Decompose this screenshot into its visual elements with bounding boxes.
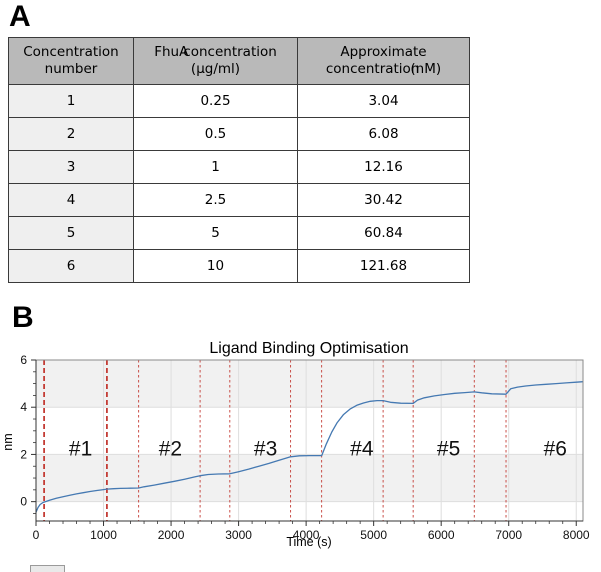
- step-divider-lines: [43, 360, 507, 521]
- x-tick-label: 3000: [225, 528, 252, 542]
- x-tick-label: 6000: [428, 528, 455, 542]
- y-tick-label: 4: [20, 400, 27, 414]
- axis-ticks: [31, 359, 577, 526]
- x-tick-label: 2000: [158, 528, 185, 542]
- section-labels: #1 #2 #3 #4 #5 #6: [69, 438, 567, 461]
- table-row: 5 5 60.84: [8, 216, 470, 250]
- table-cell: 30.42: [297, 183, 470, 217]
- panel-a-label: A: [9, 0, 31, 33]
- shaded-bands: [36, 360, 583, 521]
- y-tick-label: 6: [20, 353, 27, 367]
- table-cell: 1: [133, 150, 298, 184]
- binding-trace: [35, 381, 584, 513]
- section-label: #5: [437, 438, 460, 461]
- table-cell: 60.84: [297, 216, 470, 250]
- table-cell: 2: [8, 117, 134, 151]
- header-fhua-concentration: FhuAconcentration (µg/ml): [133, 37, 298, 85]
- table-row: 3 1 12.16: [8, 150, 470, 184]
- table-cell: 10: [133, 249, 298, 283]
- table-row: 6 10 121.68: [8, 249, 470, 283]
- chart-title: Ligand Binding Optimisation: [209, 340, 408, 357]
- table-cell: 0.25: [133, 84, 298, 118]
- x-axis-label: Time (s): [286, 535, 331, 549]
- header-text: FhuA: [154, 44, 189, 61]
- x-tick-label: 0: [33, 528, 40, 542]
- x-tick-label: 5000: [360, 528, 387, 542]
- x-tick-label: 8000: [563, 528, 590, 542]
- cropped-legend-box: [30, 565, 65, 572]
- x-tick-label: 1000: [90, 528, 117, 542]
- section-label: #1: [69, 438, 92, 461]
- tick-labels: 0 1000 2000 3000 4000 5000 6000 7000 8000 0 2 4 6: [20, 353, 590, 542]
- header-text: concentration: [325, 61, 420, 77]
- header-text: (nM): [410, 61, 442, 77]
- sensorgram-chart: 0 1000 2000 3000 4000 5000 6000 7000 8000 0 2 4 6 #1…: [1, 340, 590, 549]
- y-tick-label: 2: [20, 447, 27, 461]
- plot-frame: [35, 359, 584, 522]
- header-approximate-concentration: Approximate concentration(nM): [297, 37, 470, 85]
- table-cell: 3.04: [297, 84, 470, 118]
- table-cell: 12.16: [297, 150, 470, 184]
- table-cell: 6: [8, 249, 134, 283]
- header-text: number: [44, 61, 98, 77]
- table-cell: 121.68: [297, 249, 470, 283]
- table-cell: 2.5: [133, 183, 298, 217]
- table-cell: 5: [133, 216, 298, 250]
- y-tick-label: 0: [20, 495, 27, 509]
- header-text: concentration: [183, 44, 277, 61]
- table-cell: 6.08: [297, 117, 470, 151]
- table-row: 4 2.5 30.42: [8, 183, 470, 217]
- header-text: Concentration: [23, 44, 119, 61]
- table-header-row: Concentration number FhuAconcentration (…: [8, 37, 470, 85]
- section-label: #6: [544, 438, 567, 461]
- sensor-trace: [35, 381, 584, 513]
- gridlines: [36, 360, 583, 521]
- table-cell: 1: [8, 84, 134, 118]
- table-cell: 5: [8, 216, 134, 250]
- header-concentration-number: Concentration number: [8, 37, 134, 85]
- header-text: (µg/ml): [190, 61, 241, 77]
- table-cell: 3: [8, 150, 134, 184]
- x-tick-label: 7000: [495, 528, 522, 542]
- header-text: Approximate: [340, 44, 427, 61]
- panel-b-label: B: [12, 301, 34, 334]
- table-cell: 4: [8, 183, 134, 217]
- y-axis-label: nm: [1, 433, 15, 450]
- section-label: #3: [254, 438, 277, 461]
- section-label: #2: [159, 438, 182, 461]
- concentration-table: Concentration number FhuAconcentration (…: [8, 37, 470, 283]
- table-row: 1 0.25 3.04: [8, 84, 470, 118]
- table-row: 2 0.5 6.08: [8, 117, 470, 151]
- section-label: #4: [350, 438, 374, 461]
- x-tick-label: 4000: [293, 528, 320, 542]
- table-cell: 0.5: [133, 117, 298, 151]
